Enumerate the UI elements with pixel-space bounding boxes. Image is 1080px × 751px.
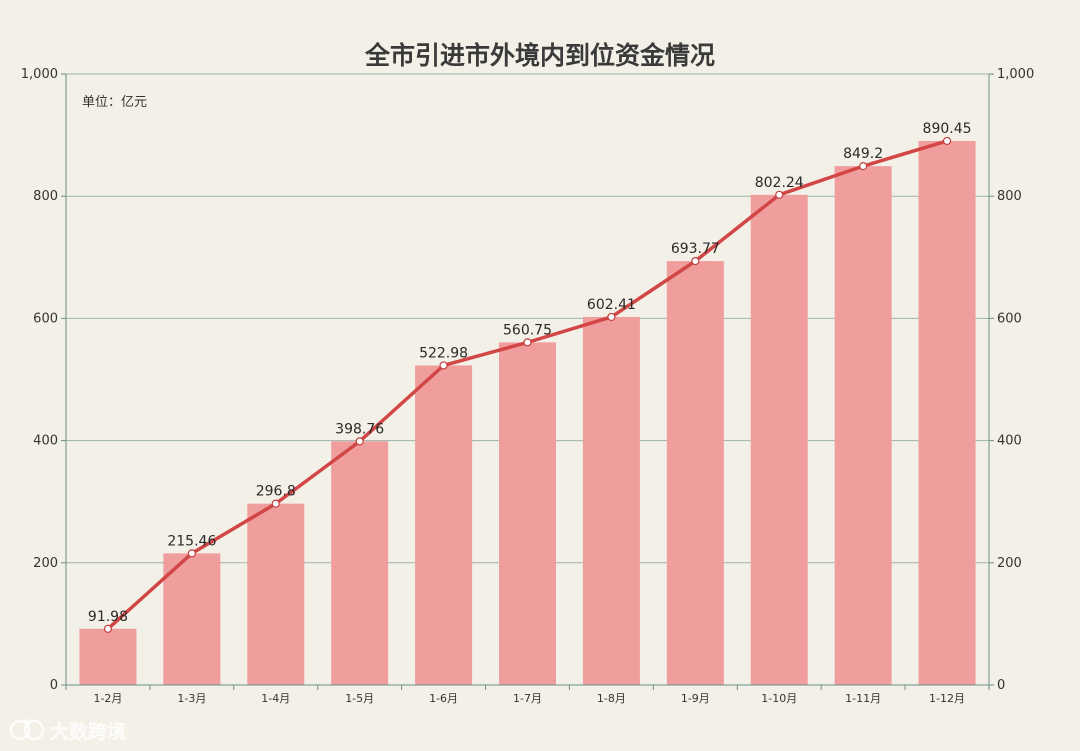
bar <box>834 166 892 685</box>
y-tick-label: 1,000 <box>21 67 58 82</box>
watermark: 大数跨境 <box>9 719 126 743</box>
y2-tick-label: 400 <box>997 434 1022 449</box>
data-label: 296.8 <box>256 484 296 500</box>
bar-series <box>79 140 976 685</box>
y-tick-label: 0 <box>50 678 58 693</box>
data-label: 693.77 <box>671 241 720 257</box>
data-label: 560.75 <box>503 322 552 338</box>
y-tick-label: 200 <box>33 556 58 571</box>
x-tick-label: 1-7月 <box>513 692 542 705</box>
y-tick-label: 600 <box>33 311 58 326</box>
y2-tick-label: 800 <box>997 189 1022 204</box>
x-tick-label: 1-5月 <box>345 692 374 705</box>
line-point <box>271 499 280 508</box>
line-point <box>691 257 700 266</box>
data-label: 890.45 <box>923 121 972 137</box>
x-tick-label: 1-10月 <box>761 692 797 705</box>
x-tick-label: 1-12月 <box>929 692 965 705</box>
line-point <box>775 190 784 199</box>
data-label: 602.41 <box>587 297 636 313</box>
y2-tick-label: 200 <box>997 556 1022 571</box>
x-tick-label: 1-9月 <box>681 692 710 705</box>
data-labels: 91.98 215.46 296.8 398.76 522.98 560.75 602.41… <box>88 121 972 625</box>
chart-title: 全市引进市外境内到位资金情况 <box>364 41 715 70</box>
unit-label: 单位：亿元 <box>82 95 147 110</box>
y-tick-label: 400 <box>33 434 58 449</box>
bar <box>247 503 305 685</box>
x-tick-label: 1-11月 <box>845 692 881 705</box>
bar <box>163 553 221 685</box>
bar <box>750 194 808 685</box>
line-point <box>439 361 448 370</box>
data-label: 215.46 <box>167 533 216 549</box>
y2-tick-label: 0 <box>997 678 1005 693</box>
line-point <box>523 338 532 347</box>
x-tick-label: 1-4月 <box>261 692 290 705</box>
bar <box>918 140 976 685</box>
data-label: 398.76 <box>335 421 384 437</box>
line-point <box>103 624 113 633</box>
bar <box>331 441 389 685</box>
y2-tick-label: 600 <box>997 311 1022 326</box>
line-point <box>187 549 196 558</box>
axes: 0 200 400 600 800 1,000 0 200 400 600 800 1,000 1-2月… <box>21 67 1034 705</box>
data-label: 849.2 <box>843 146 883 162</box>
y2-tick-label: 1,000 <box>997 67 1034 82</box>
bar <box>499 342 556 685</box>
x-tick-label: 1-6月 <box>429 692 458 705</box>
line-point <box>942 136 952 146</box>
line-point <box>607 312 616 322</box>
data-label: 522.98 <box>419 345 468 361</box>
bar <box>415 365 473 685</box>
line-series <box>103 136 952 633</box>
watermark-text: 大数跨境 <box>50 720 126 743</box>
line-point <box>859 162 868 171</box>
data-label: 91.98 <box>88 609 128 625</box>
x-tick-label: 1-8月 <box>597 692 626 705</box>
brand-logo-icon <box>9 719 45 741</box>
bar <box>582 316 640 685</box>
y-tick-label: 800 <box>33 189 58 204</box>
bar <box>79 628 137 685</box>
x-tick-label: 1-3月 <box>177 692 206 705</box>
data-label: 802.24 <box>755 175 804 191</box>
line-point <box>355 437 364 446</box>
x-tick-label: 1-2月 <box>93 692 122 705</box>
bar <box>666 261 724 685</box>
